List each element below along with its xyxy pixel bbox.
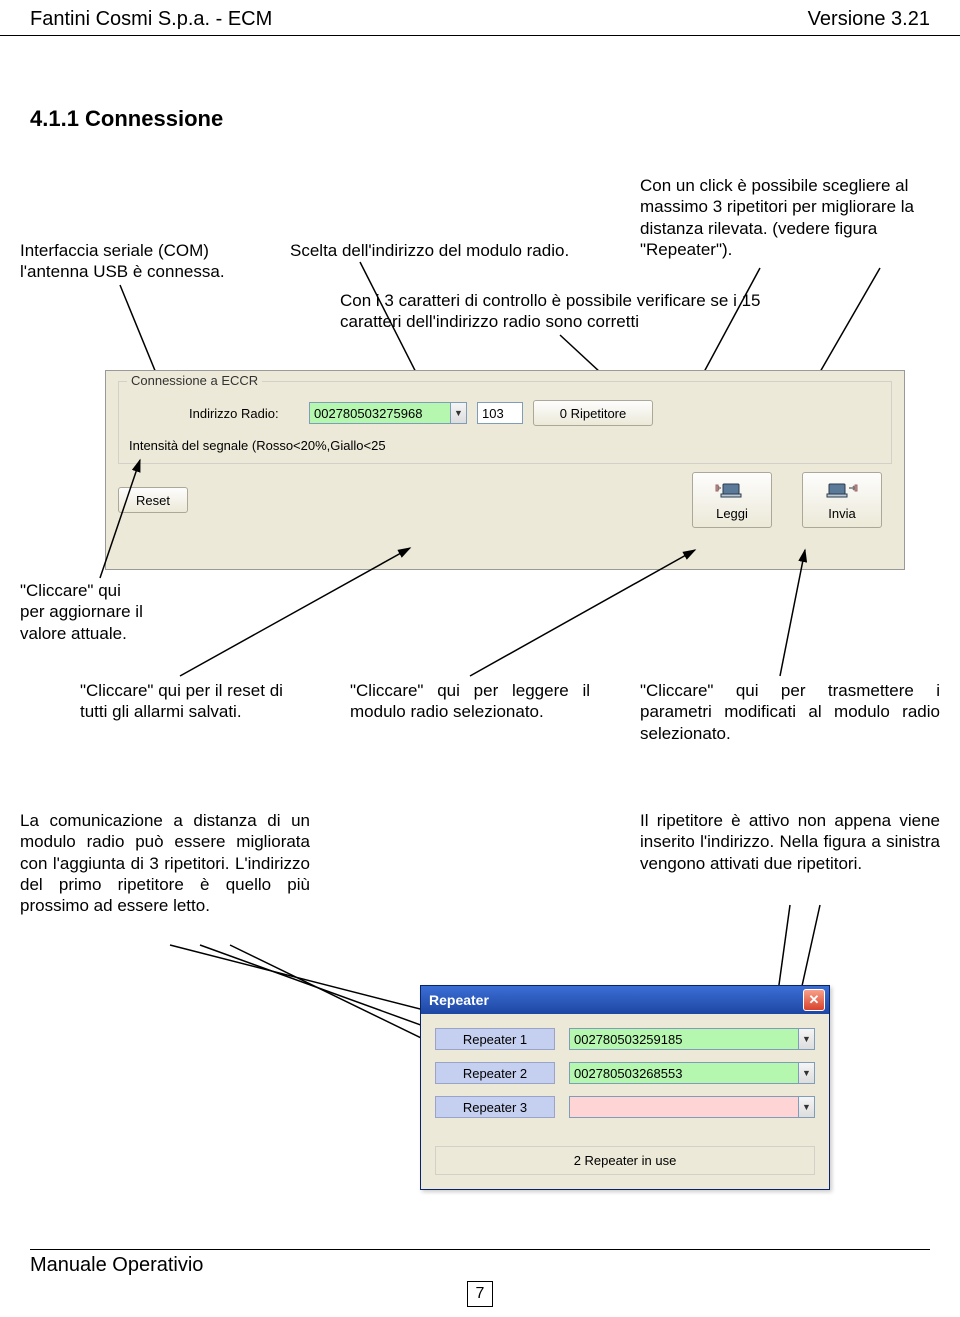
header-left: Fantini Cosmi S.p.a. - ECM — [30, 8, 272, 31]
repeater-combo-3[interactable]: ▼ — [569, 1096, 815, 1118]
leggi-button[interactable]: Leggi — [692, 472, 772, 528]
callout-repeater-left: La comunicazione a distanza di un modulo… — [20, 810, 310, 916]
repeater-value-1: 002780503259185 — [570, 1029, 798, 1049]
page-number: 7 — [467, 1281, 493, 1307]
repeater-status: 2 Repeater in use — [435, 1146, 815, 1175]
footer-manual: Manuale Operativio — [30, 1254, 203, 1277]
repeater-label: Repeater 2 — [435, 1062, 555, 1084]
callout-com: Interfaccia seriale (COM) l'antenna USB … — [20, 240, 250, 283]
invia-label: Invia — [828, 506, 855, 521]
callout-repeater-right: Il ripetitore è attivo non appena viene … — [640, 810, 940, 874]
reset-label: Reset — [136, 493, 170, 508]
callout-verify3: Con i 3 caratteri di controllo è possibi… — [340, 290, 780, 333]
repeater-label: Repeater 3 — [435, 1096, 555, 1118]
repeater-value-3 — [570, 1097, 798, 1117]
section-title: 4.1.1 Connessione — [0, 36, 960, 142]
reset-button[interactable]: Reset — [118, 487, 188, 513]
header-right: Versione 3.21 — [808, 8, 930, 31]
groupbox-title: Connessione a ECCR — [127, 373, 262, 388]
repeater-count-label: 0 Ripetitore — [560, 406, 626, 421]
signal-label: Intensità del segnale (Rosso<20%,Giallo<… — [129, 438, 429, 453]
callout-reset: "Cliccare" qui per il reset di tutti gli… — [80, 680, 300, 723]
addr-value: 002780503275968 — [310, 403, 450, 423]
chevron-down-icon[interactable]: ▼ — [798, 1029, 814, 1049]
page-footer: Manuale Operativio 7 — [0, 1243, 960, 1317]
repeater-label: Repeater 1 — [435, 1028, 555, 1050]
repeater-body: Repeater 1 002780503259185 ▼ Repeater 2 … — [421, 1014, 829, 1140]
repeater-combo-1[interactable]: 002780503259185 ▼ — [569, 1028, 815, 1050]
repeater-count-button[interactable]: 0 Ripetitore — [533, 400, 653, 426]
repeater-title: Repeater — [429, 992, 489, 1008]
repeater-row: Repeater 1 002780503259185 ▼ — [435, 1028, 815, 1050]
repeater-titlebar[interactable]: Repeater ✕ — [421, 986, 829, 1014]
verify-field[interactable]: 103 — [477, 402, 523, 424]
callout-leggi: "Cliccare" qui per leggere il modulo rad… — [350, 680, 590, 723]
repeater-row: Repeater 2 002780503268553 ▼ — [435, 1062, 815, 1084]
invia-button[interactable]: Invia — [802, 472, 882, 528]
addr-combo[interactable]: 002780503275968 ▼ — [309, 402, 467, 424]
repeater-row: Repeater 3 ▼ — [435, 1096, 815, 1118]
repeater-window: Repeater ✕ Repeater 1 002780503259185 ▼ … — [420, 985, 830, 1190]
laptop-send-icon — [825, 480, 859, 504]
repeater-value-2: 002780503268553 — [570, 1063, 798, 1083]
chevron-down-icon[interactable]: ▼ — [450, 403, 466, 423]
callout-invia: "Cliccare" qui per trasmettere i paramet… — [640, 680, 940, 744]
eccr-groupbox: Connessione a ECCR Indirizzo Radio: 0027… — [118, 381, 892, 464]
repeater-combo-2[interactable]: 002780503268553 ▼ — [569, 1062, 815, 1084]
laptop-read-icon — [715, 480, 749, 504]
addr-label: Indirizzo Radio: — [129, 406, 299, 421]
callout-aggiorna: "Cliccare" qui per aggiornare il valore … — [20, 580, 150, 644]
eccr-panel: Connessione a ECCR Indirizzo Radio: 0027… — [105, 370, 905, 570]
leggi-label: Leggi — [716, 506, 748, 521]
chevron-down-icon[interactable]: ▼ — [798, 1097, 814, 1117]
chevron-down-icon[interactable]: ▼ — [798, 1063, 814, 1083]
close-icon[interactable]: ✕ — [803, 989, 825, 1011]
page-header: Fantini Cosmi S.p.a. - ECM Versione 3.21 — [0, 0, 960, 36]
callout-ripetitori: Con un click è possibile scegliere al ma… — [640, 175, 940, 260]
callout-scelta: Scelta dell'indirizzo del modulo radio. — [290, 240, 590, 261]
